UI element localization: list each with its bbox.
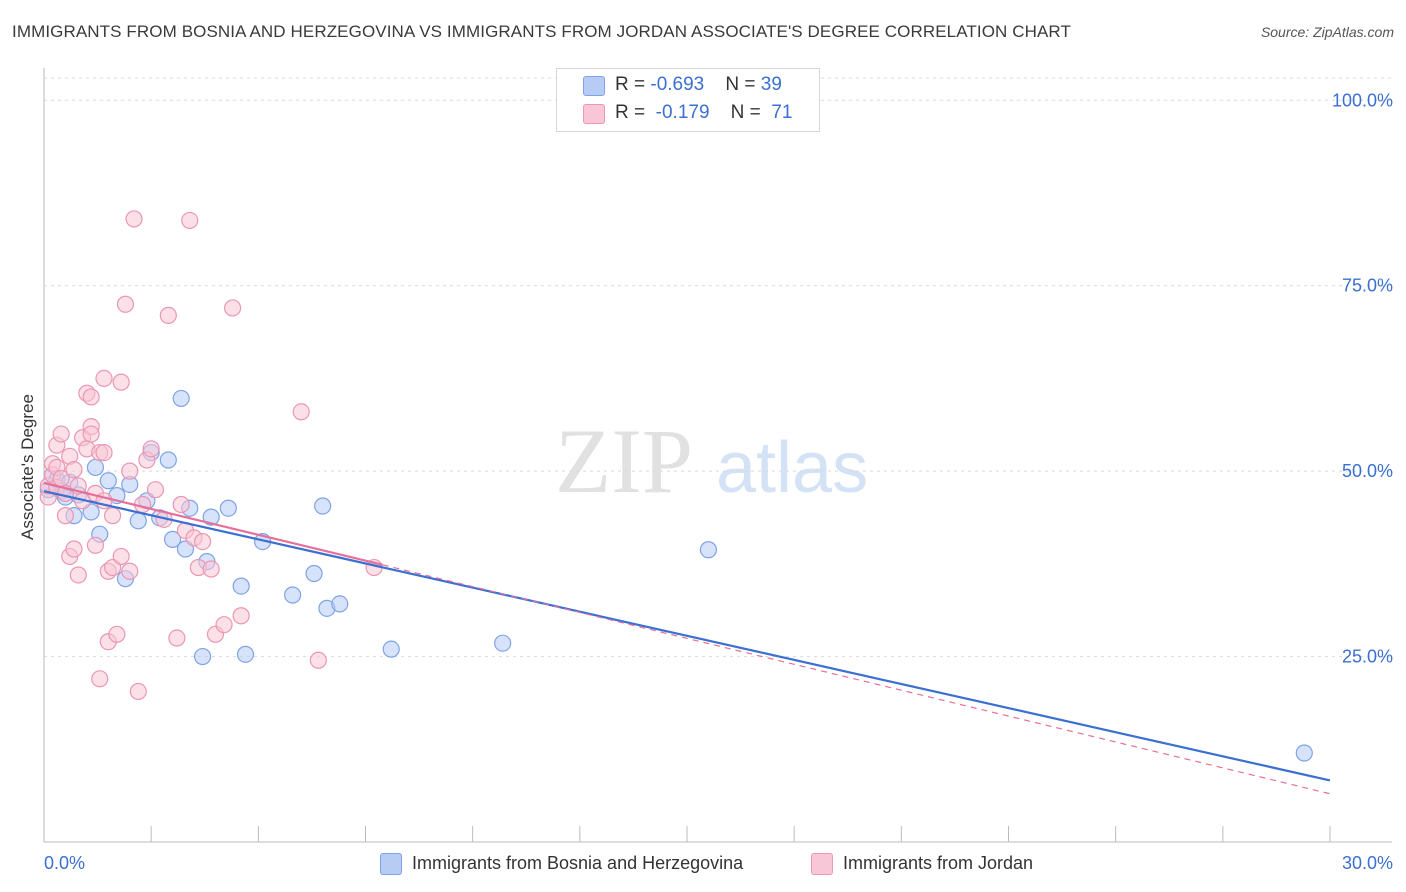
bosnia-point <box>86 458 105 477</box>
bosnia-r-value: -0.693 <box>650 74 705 95</box>
jordan-trend-line <box>43 481 383 566</box>
jordan-legend-swatch <box>811 853 833 875</box>
jordan-swatch <box>583 104 605 124</box>
jordan-point <box>224 299 242 317</box>
bosnia-trend-line <box>43 490 1331 782</box>
jordan-point <box>292 403 310 421</box>
jordan-point <box>108 625 126 643</box>
jordan-point <box>142 440 160 458</box>
jordan-legend-label: Immigrants from Jordan <box>843 853 1034 873</box>
jordan-trend-line-extension <box>382 564 1331 795</box>
jordan-point <box>181 211 199 230</box>
jordan-r-value: -0.179 <box>655 102 710 123</box>
bosnia-point <box>314 497 332 515</box>
jordan-point <box>95 369 113 388</box>
bosnia-r-label: R = <box>615 74 651 95</box>
jordan-point <box>65 540 83 558</box>
jordan-point <box>82 388 100 406</box>
jordan-point <box>69 566 87 584</box>
jordan-point <box>159 306 177 324</box>
jordan-point <box>172 495 190 514</box>
bosnia-point <box>284 586 302 604</box>
jordan-point <box>129 682 147 701</box>
bosnia-point <box>1295 744 1313 762</box>
jordan-point <box>232 607 250 625</box>
bosnia-point <box>494 634 512 652</box>
jordan-point <box>91 670 109 688</box>
watermark-atlas: atlas <box>716 428 868 508</box>
x-tick-label: 30.0% <box>1342 853 1393 873</box>
bosnia-point <box>172 389 190 408</box>
jordan-n-label: N = <box>730 102 767 123</box>
jordan-point <box>194 532 212 551</box>
bosnia-swatch <box>583 76 605 96</box>
y-tick-label: 75.0% <box>1342 276 1393 296</box>
jordan-point <box>309 651 327 669</box>
bosnia-point <box>699 541 718 559</box>
bosnia-point <box>236 645 255 663</box>
jordan-point <box>125 210 143 228</box>
y-axis-title: Associate's Degree <box>18 394 37 540</box>
jordan-point <box>65 461 83 479</box>
source-credit: Source: ZipAtlas.com <box>1260 24 1394 40</box>
jordan-point <box>103 507 122 525</box>
jordan-n-value: 71 <box>771 102 793 123</box>
jordan-point <box>168 629 186 647</box>
bosnia-point <box>164 530 182 548</box>
jordan-point <box>95 443 113 462</box>
jordan-point <box>86 536 105 554</box>
jordan-point <box>56 507 75 525</box>
bosnia-point <box>219 499 237 517</box>
jordan-point <box>116 295 135 313</box>
bosnia-point <box>382 640 400 658</box>
bosnia-point <box>194 647 212 666</box>
jordan-point <box>121 462 139 480</box>
bosnia-n-label: N = <box>725 74 761 95</box>
bosnia-legend-swatch <box>380 853 402 875</box>
watermark-zip: ZIP <box>555 410 693 512</box>
jordan-point <box>112 373 130 391</box>
jordan-point <box>215 616 233 634</box>
bosnia-point <box>331 595 349 613</box>
y-tick-label: 50.0% <box>1342 461 1393 481</box>
bosnia-point <box>232 577 250 595</box>
x-tick-label: 0.0% <box>44 853 85 873</box>
jordan-point <box>52 425 70 443</box>
jordan-point <box>82 425 100 443</box>
jordan-point <box>121 562 139 580</box>
jordan-r-label: R = <box>615 102 651 123</box>
jordan-point <box>202 560 220 578</box>
bosnia-legend-label: Immigrants from Bosnia and Herzegovina <box>412 853 744 873</box>
bosnia-point <box>202 508 220 526</box>
jordan-point <box>112 547 130 566</box>
chart-title: IMMIGRANTS FROM BOSNIA AND HERZEGOVINA V… <box>12 22 1071 41</box>
bosnia-n-value: 39 <box>760 74 782 95</box>
bosnia-point <box>305 564 323 583</box>
bosnia-point <box>129 512 147 530</box>
jordan-point <box>146 481 165 499</box>
bosnia-point <box>159 451 177 469</box>
y-tick-label: 25.0% <box>1342 647 1393 667</box>
y-tick-label: 100.0% <box>1332 90 1393 110</box>
correlation-legend: R = -0.693 N = 39 R = -0.179 N = 71 <box>556 68 820 132</box>
bosnia-point <box>99 472 117 490</box>
